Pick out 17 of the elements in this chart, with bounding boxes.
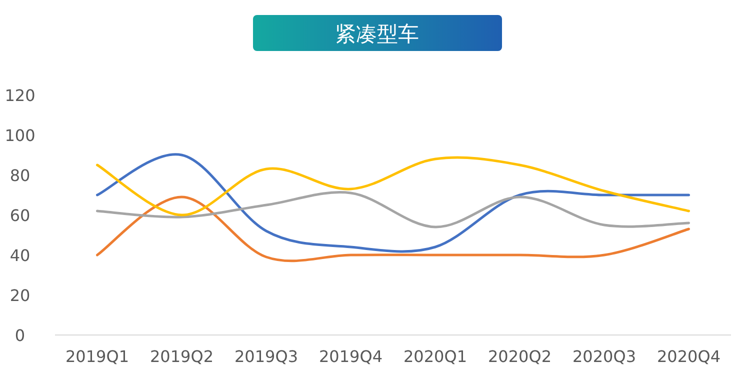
y-tick-label: 100 <box>4 126 36 145</box>
y-tick-label: 20 <box>10 286 30 305</box>
x-tick-label: 2020Q1 <box>404 347 467 366</box>
x-tick-label: 2020Q4 <box>657 347 720 366</box>
y-tick-label: 80 <box>10 166 30 185</box>
x-tick-label: 2019Q4 <box>319 347 382 366</box>
y-tick-label: 0 <box>14 326 26 345</box>
chart-title: 紧凑型车 <box>335 22 419 46</box>
x-tick-label: 2020Q3 <box>572 347 636 366</box>
y-tick-label: 60 <box>10 206 30 225</box>
line-series <box>96 191 690 228</box>
y-tick-label: 40 <box>10 246 30 265</box>
x-tick-label: 2020Q2 <box>488 347 552 366</box>
x-tick-label: 2019Q3 <box>234 347 298 366</box>
x-tick-label: 2019Q2 <box>150 347 214 366</box>
x-tick-label: 2019Q1 <box>66 347 129 366</box>
y-tick-label: 120 <box>4 86 36 105</box>
